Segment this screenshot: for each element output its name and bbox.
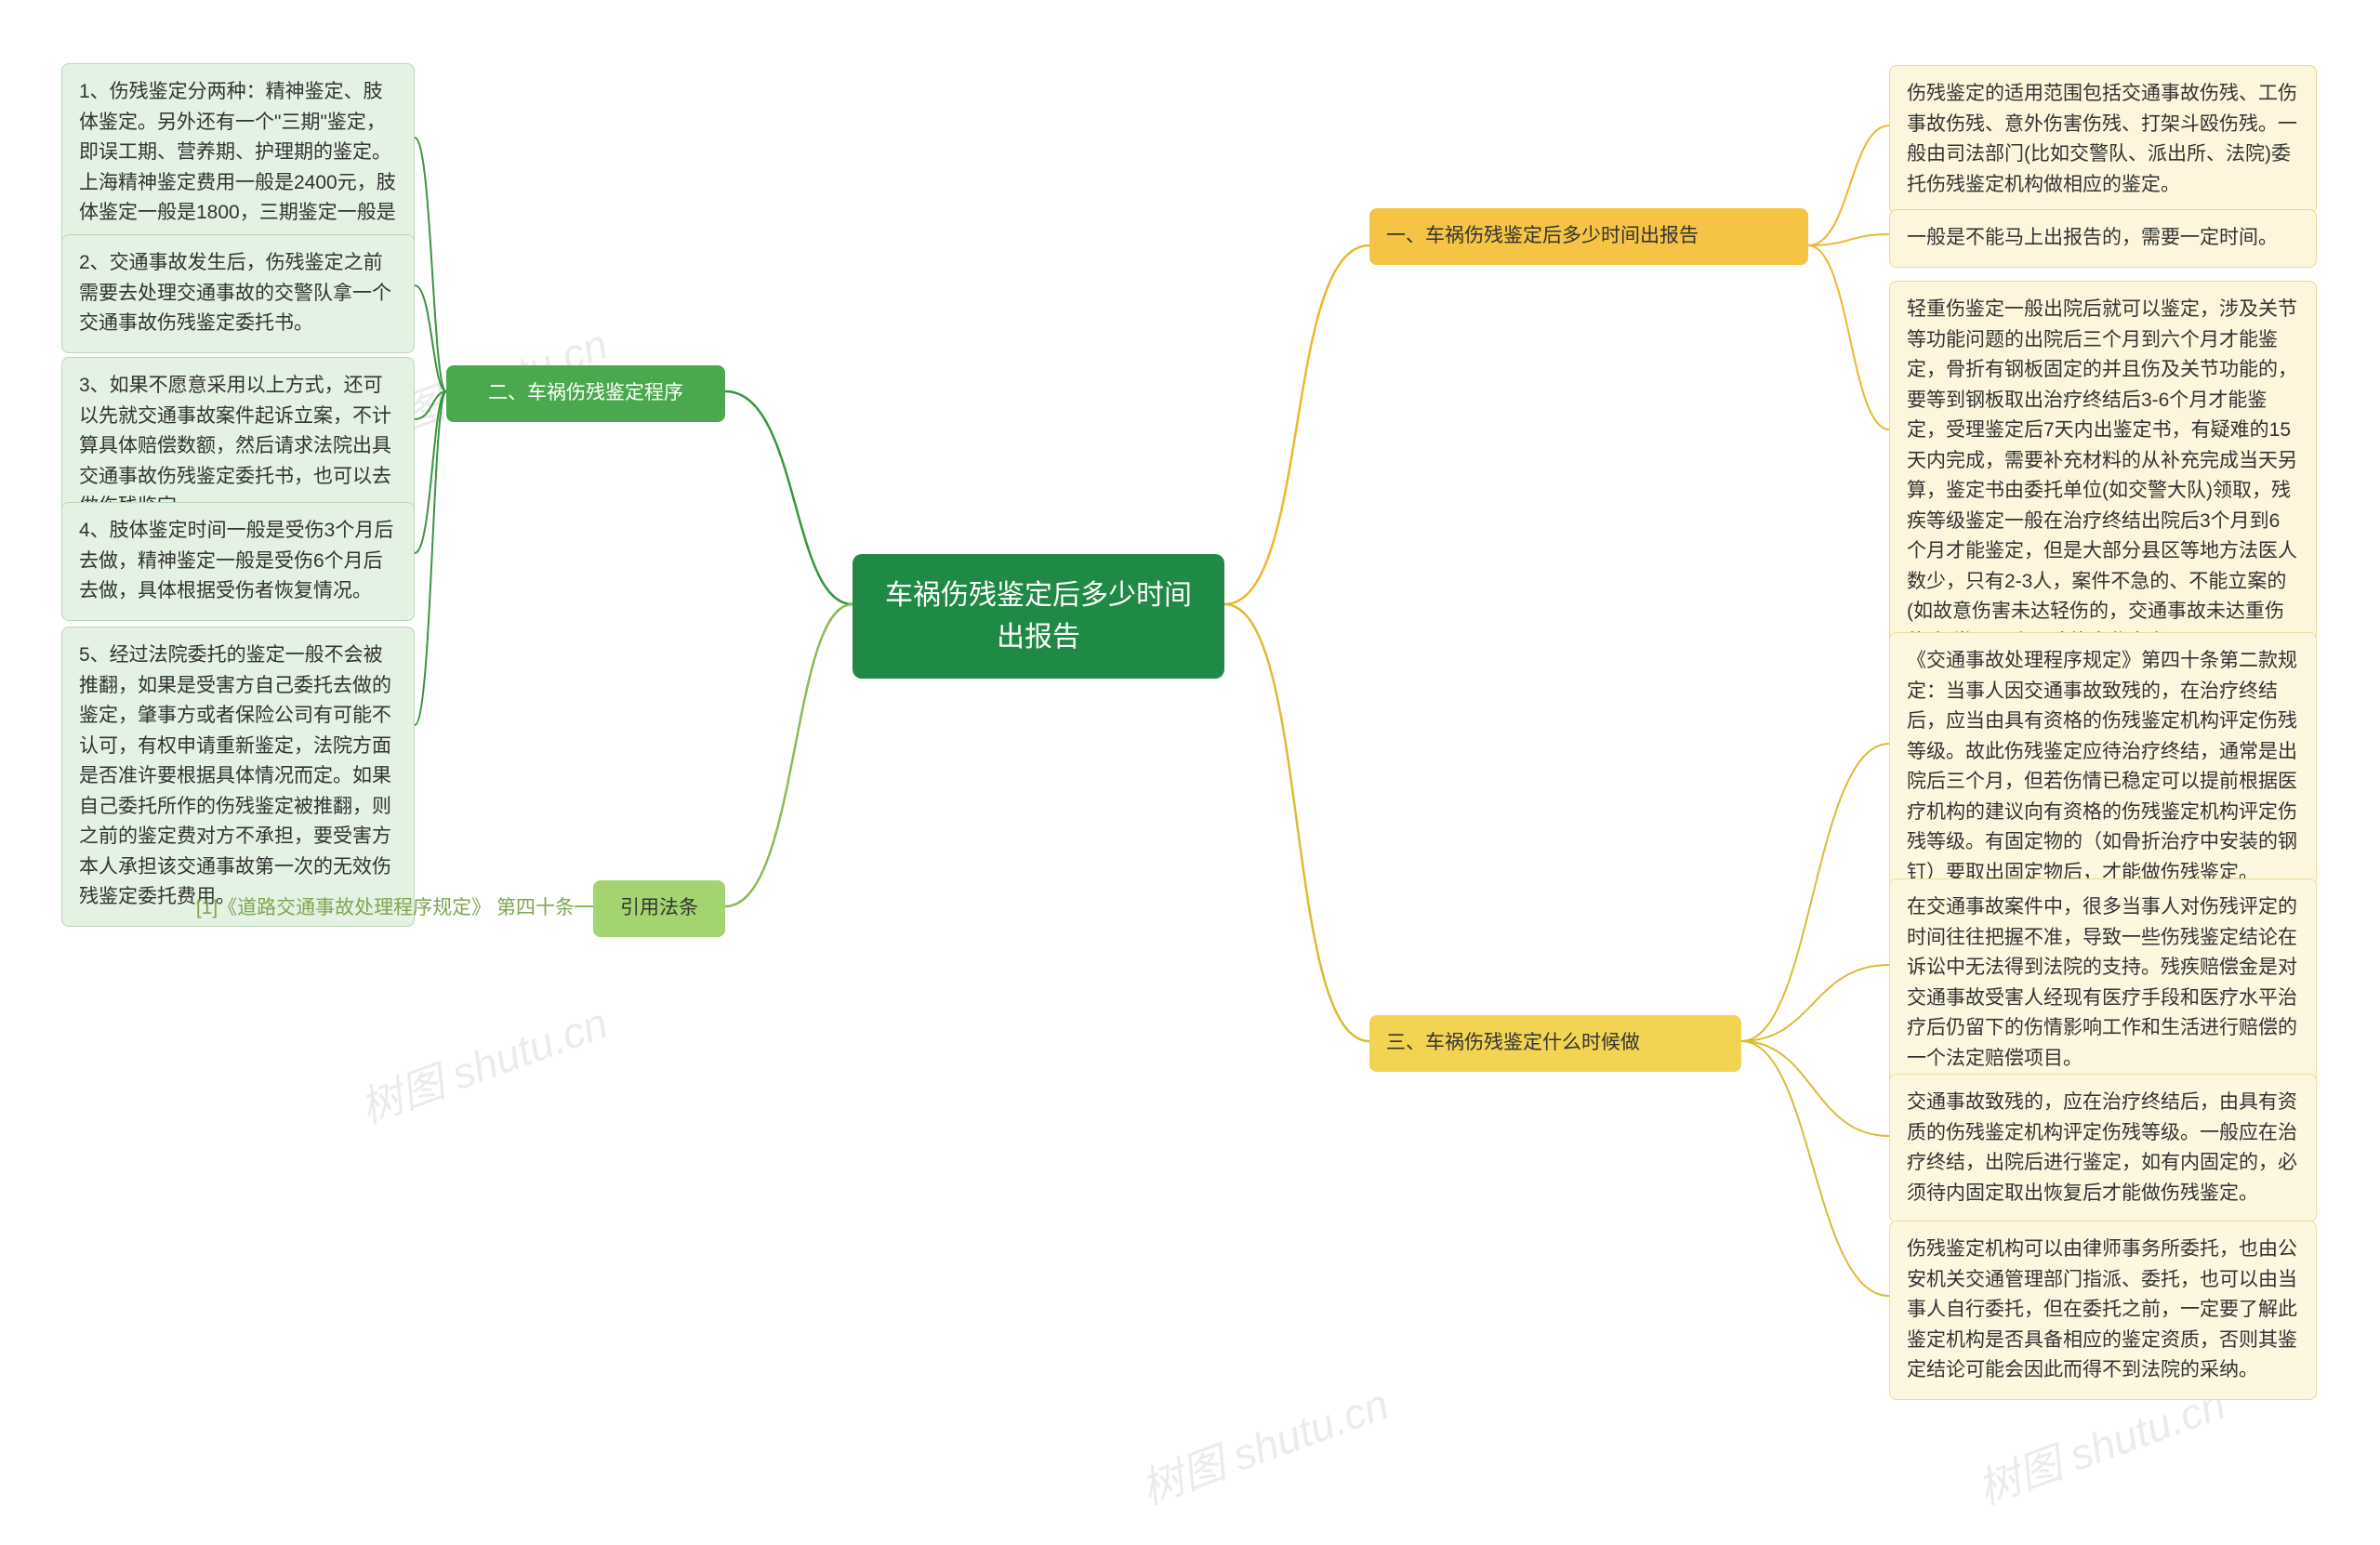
leaf-node[interactable]: 5、经过法院委托的鉴定一般不会被推翻，如果是受害方自己委托去做的鉴定，肇事方或者…: [61, 627, 415, 927]
leaf-text: 5、经过法院委托的鉴定一般不会被推翻，如果是受害方自己委托去做的鉴定，肇事方或者…: [79, 644, 391, 907]
root-label: 车祸伤残鉴定后多少时间出报告: [885, 580, 1192, 653]
leaf-text: 3、如果不愿意采用以上方式，还可以先就交通事故案件起诉立案，不计算具体赔偿数额，…: [79, 375, 391, 517]
mindmap-root[interactable]: 车祸伤残鉴定后多少时间出报告: [853, 554, 1224, 679]
leaf-text: 4、肢体鉴定时间一般是受伤3个月后去做，精神鉴定一般是受伤6个月后去做，具体根据…: [79, 520, 393, 601]
leaf-node[interactable]: 《交通事故处理程序规定》第四十条第二款规定：当事人因交通事故致残的，在治疗终结后…: [1889, 632, 2317, 902]
leaf-text: 在交通事故案件中，很多当事人对伤残评定的时间往往把握不准，导致一些伤残鉴定结论在…: [1907, 896, 2297, 1069]
leaf-node[interactable]: 2、交通事故发生后，伤残鉴定之前需要去处理交通事故的交警队拿一个交通事故伤残鉴定…: [61, 234, 415, 353]
leaf-text: 2、交通事故发生后，伤残鉴定之前需要去处理交通事故的交警队拿一个交通事故伤残鉴定…: [79, 252, 391, 334]
watermark: 树图 shutu.cn: [1131, 1370, 1395, 1516]
leaf-text: 伤残鉴定的适用范围包括交通事故伤残、工伤事故伤残、意外伤害伤残、打架斗殴伤残。一…: [1907, 83, 2297, 195]
leaf-text: 轻重伤鉴定一般出院后就可以鉴定，涉及关节等功能问题的出院后三个月到六个月才能鉴定…: [1907, 298, 2297, 653]
leaf-text: 《交通事故处理程序规定》第四十条第二款规定：当事人因交通事故致残的，在治疗终结后…: [1907, 650, 2297, 883]
branch-node-4[interactable]: 引用法条: [593, 880, 725, 937]
leaf-text: 交通事故致残的，应在治疗终结后，由具有资质的伤残鉴定机构评定伤残等级。一般应在治…: [1907, 1091, 2297, 1204]
branch-node-2[interactable]: 二、车祸伤残鉴定程序: [446, 365, 725, 422]
branch-label: 二、车祸伤残鉴定程序: [488, 382, 683, 403]
leaf-node[interactable]: 交通事故致残的，应在治疗终结后，由具有资质的伤残鉴定机构评定伤残等级。一般应在治…: [1889, 1074, 2317, 1222]
watermark: 树图 shutu.cn: [350, 989, 615, 1135]
branch-node-1[interactable]: 一、车祸伤残鉴定后多少时间出报告: [1369, 208, 1808, 265]
leaf-node[interactable]: 伤残鉴定的适用范围包括交通事故伤残、工伤事故伤残、意外伤害伤残、打架斗殴伤残。一…: [1889, 65, 2317, 214]
branch-label: 一、车祸伤残鉴定后多少时间出报告: [1386, 225, 1699, 246]
branch-label: 引用法条: [620, 897, 698, 918]
leaf-node[interactable]: 轻重伤鉴定一般出院后就可以鉴定，涉及关节等功能问题的出院后三个月到六个月才能鉴定…: [1889, 281, 2317, 672]
branch-label: 三、车祸伤残鉴定什么时候做: [1386, 1032, 1640, 1053]
leaf-text: 伤残鉴定机构可以由律师事务所委托，也由公安机关交通管理部门指派、委托，也可以由当…: [1907, 1238, 2297, 1380]
branch-node-3[interactable]: 三、车祸伤残鉴定什么时候做: [1369, 1015, 1741, 1072]
leaf-node[interactable]: 4、肢体鉴定时间一般是受伤3个月后去做，精神鉴定一般是受伤6个月后去做，具体根据…: [61, 502, 415, 621]
leaf-text: 一般是不能马上出报告的，需要一定时间。: [1907, 227, 2278, 248]
leaf-node[interactable]: 一般是不能马上出报告的，需要一定时间。: [1889, 209, 2317, 268]
leaf-node[interactable]: 伤残鉴定机构可以由律师事务所委托，也由公安机关交通管理部门指派、委托，也可以由当…: [1889, 1221, 2317, 1400]
leaf-node[interactable]: 在交通事故案件中，很多当事人对伤残评定的时间往往把握不准，导致一些伤残鉴定结论在…: [1889, 878, 2317, 1088]
leaf-text: 1、伤残鉴定分两种：精神鉴定、肢体鉴定。另外还有一个"三期"鉴定，即误工期、营养…: [79, 81, 396, 254]
citation-text: [1]《道路交通事故处理程序规定》 第四十条: [165, 892, 575, 920]
